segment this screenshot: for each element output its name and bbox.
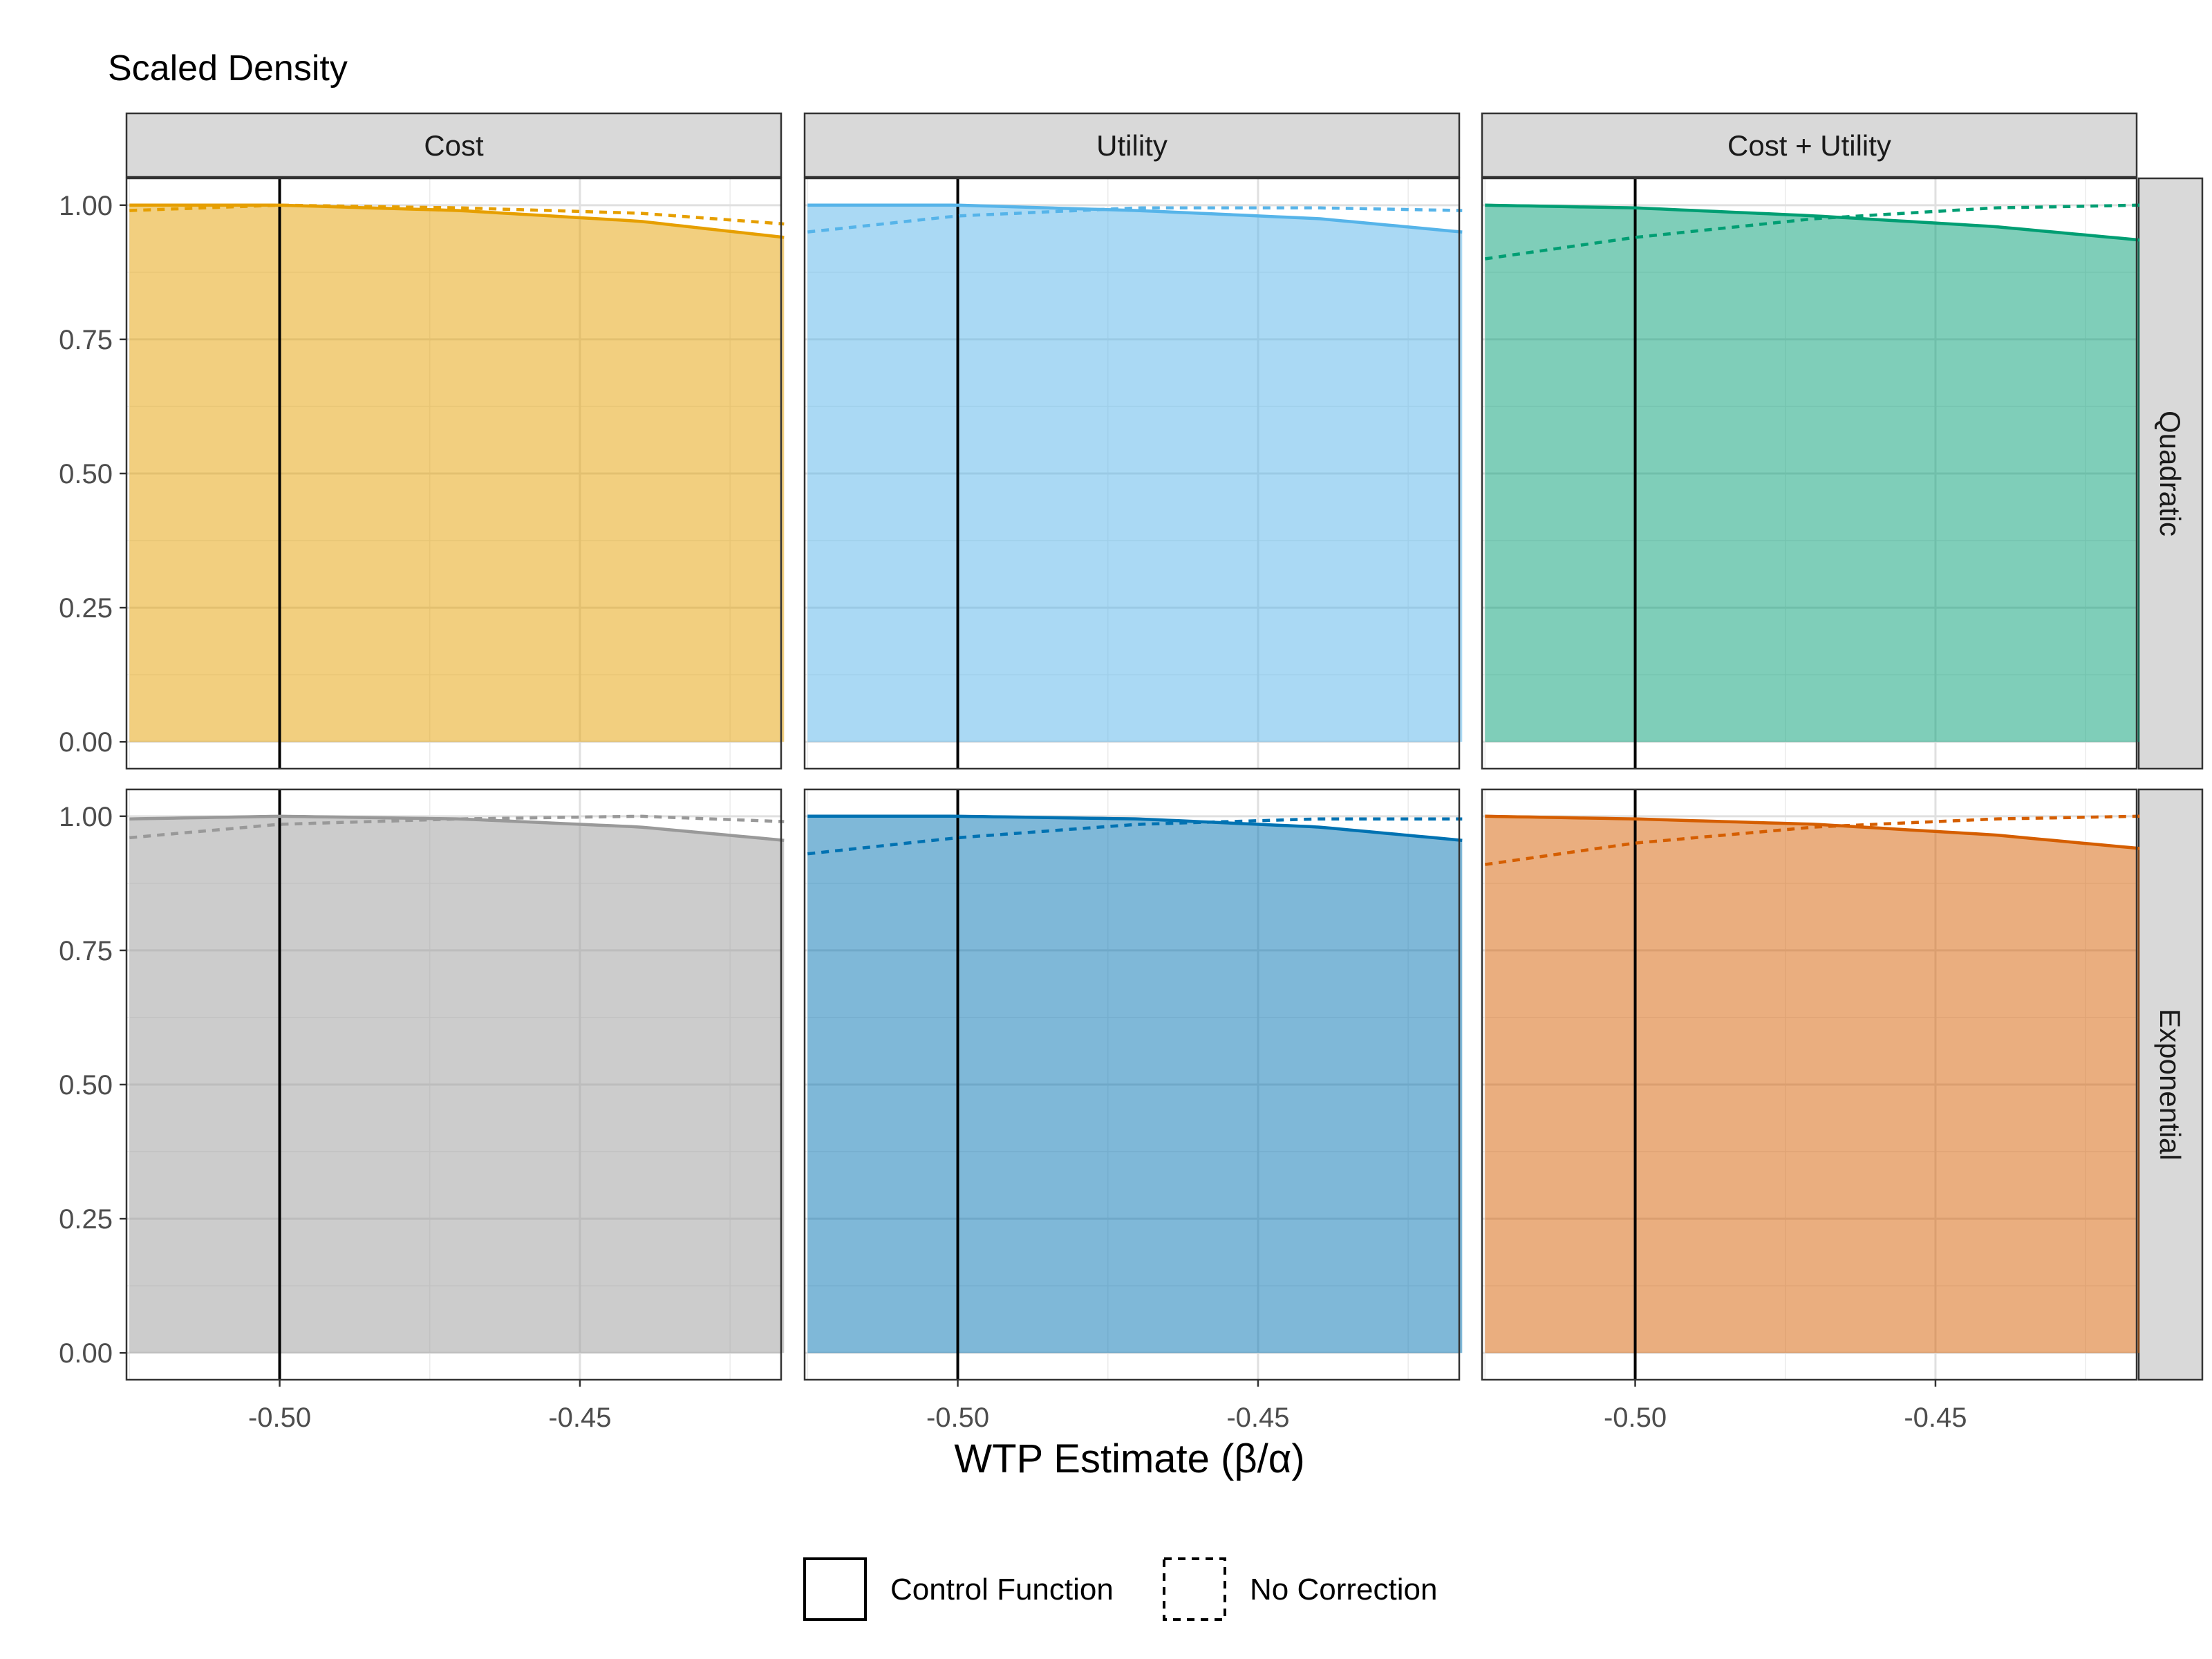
strip-label: Exponential — [2154, 1009, 2186, 1161]
panel-border — [125, 177, 782, 770]
density-area — [129, 816, 785, 1353]
panel-border — [1481, 177, 2138, 770]
y-axis-title: Scaled Density — [108, 48, 348, 88]
strip-quadratic: Quadratic — [2137, 177, 2204, 770]
strip-label: Utility — [1096, 129, 1168, 162]
panel-exponential-utility — [803, 788, 1463, 1381]
y-tick-label: 0.50 — [59, 459, 113, 489]
strip-label: Cost — [424, 129, 484, 162]
x-tick-label: -0.50 — [926, 1403, 989, 1433]
control-function-line — [1485, 203, 2140, 242]
panel-quadratic-cost-utility — [1481, 177, 2140, 770]
strip-label: Cost + Utility — [1727, 129, 1891, 162]
y-tick-label: 1.00 — [59, 802, 113, 832]
control-function-line — [1485, 814, 2140, 850]
legend-key — [1163, 1557, 1226, 1621]
y-tick-label: 0.25 — [59, 593, 113, 624]
x-tick-label: -0.45 — [1904, 1403, 1967, 1433]
no-correction-line — [807, 206, 1463, 234]
y-tick-label: 0.75 — [59, 325, 113, 355]
x-tick-label: -0.50 — [248, 1403, 311, 1433]
x-tick-label: -0.45 — [1226, 1403, 1289, 1433]
legend-item-no-correction: No Correction — [1163, 1557, 1437, 1621]
panel-border — [803, 788, 1461, 1381]
y-tick-label: 0.25 — [59, 1204, 113, 1235]
y-tick-label: 1.00 — [59, 191, 113, 221]
control-function-line — [129, 203, 785, 239]
panel-exponential-cost-utility — [1481, 788, 2140, 1381]
x-axis-title: WTP Estimate (β/α) — [954, 1436, 1304, 1481]
no-correction-line — [129, 203, 785, 226]
y-tick-label: 0.00 — [59, 727, 113, 758]
panel-grid: Cost Utility Cost + Utility Quadratic Expone… — [59, 112, 2204, 1433]
y-tick-label: 0.75 — [59, 936, 113, 966]
panel-quadratic-utility — [803, 177, 1463, 770]
strip-background — [2137, 177, 2204, 770]
control-function-line — [807, 203, 1463, 234]
legend-item-control-function: Control Function — [803, 1557, 1114, 1621]
panel-border — [1481, 788, 2138, 1381]
control-function-line — [807, 814, 1463, 843]
strip-cost-utility: Cost + Utility — [1481, 112, 2138, 178]
density-area — [129, 205, 785, 742]
strip-background — [125, 112, 782, 178]
strip-utility: Utility — [803, 112, 1461, 178]
strip-background — [2137, 788, 2204, 1381]
legend-label: No Correction — [1250, 1573, 1437, 1606]
legend: Control Function No Correction — [803, 1557, 1437, 1621]
strip-background — [1481, 112, 2138, 178]
no-correction-line — [129, 814, 785, 840]
density-area — [807, 205, 1463, 742]
panel-border — [125, 788, 782, 1381]
y-tick-label: 0.50 — [59, 1070, 113, 1100]
strip-label: Quadratic — [2154, 411, 2186, 536]
density-area — [1485, 205, 2140, 742]
strip-exponential: Exponential — [2137, 788, 2204, 1381]
panel-exponential-cost — [125, 788, 785, 1381]
strip-background — [803, 112, 1461, 178]
strip-cost: Cost — [125, 112, 782, 178]
legend-key — [803, 1557, 867, 1621]
density-area — [1485, 816, 2140, 1353]
legend-label: Control Function — [890, 1573, 1114, 1606]
panel-quadratic-cost — [125, 177, 785, 770]
control-function-line — [129, 814, 785, 843]
x-tick-label: -0.50 — [1604, 1403, 1667, 1433]
x-tick-label: -0.45 — [548, 1403, 611, 1433]
panel-border — [803, 177, 1461, 770]
y-tick-label: 0.00 — [59, 1338, 113, 1369]
density-area — [807, 816, 1463, 1353]
